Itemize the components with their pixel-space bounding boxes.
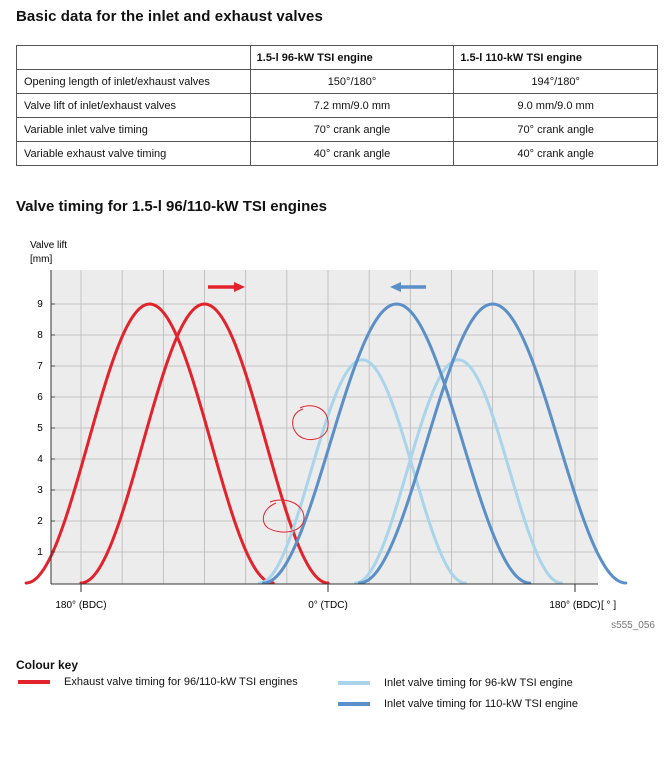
valve-timing-chart: Valve lift [mm] 123456789270°180° (BDC)0… [24,240,655,631]
key-label: Inlet valve timing for 96-kW TSI engine [384,677,573,689]
figure-id: s555_056 [611,620,655,631]
table-row: Variable inlet valve timing 70° crank an… [16,117,658,142]
y-tick-label: 8 [37,330,43,341]
x-tick-label: 180° (BDC) [549,600,600,611]
table-row: Opening length of inlet/exhaust valves 1… [16,69,658,94]
key-item-inlet-96: Inlet valve timing for 96-kW TSI engine [338,677,573,689]
table-row: Valve lift of inlet/exhaust valves 7.2 m… [16,93,658,118]
inlet-shift-arrow-head [390,282,401,292]
row-label: Variable inlet valve timing [16,117,251,142]
y-tick-label: 4 [37,454,43,465]
y-tick-label: 5 [37,423,43,434]
series-curve-3 [257,358,467,585]
cell-96kw: 70° crank angle [249,117,455,142]
table-header-110kw: 1.5-l 110-kW TSI engine [453,45,658,70]
cell-96kw: 150°/180° [249,69,455,94]
x-tick-label: 0° (TDC) [308,600,348,611]
row-label: Opening length of inlet/exhaust valves [16,69,251,94]
key-swatch-red [18,680,50,684]
cell-96kw: 40° crank angle [249,141,455,166]
series-curve-2 [79,302,330,585]
y-tick-label: 3 [37,485,43,496]
series-curve-1 [24,302,275,585]
chart-title: Valve timing for 1.5-l 96/110-kW TSI eng… [16,198,327,215]
table-header-96kw: 1.5-l 96-kW TSI engine [249,45,455,70]
cell-110kw: 194°/180° [453,69,658,94]
overlap-circle-lower [262,499,305,533]
key-label: Exhaust valve timing for 96/110-kW TSI e… [64,676,298,688]
key-swatch-blue [338,702,370,706]
cell-96kw: 7.2 mm/9.0 mm [249,93,455,118]
table-header-row: 1.5-l 96-kW TSI engine 1.5-l 110-kW TSI … [16,45,658,70]
x-axis-unit: [ ° ] [601,600,616,611]
key-item-exhaust: Exhaust valve timing for 96/110-kW TSI e… [18,676,298,688]
row-label: Valve lift of inlet/exhaust valves [16,93,251,118]
y-tick-label: 1 [37,547,43,558]
table-header-empty [16,45,251,70]
row-label: Variable exhaust valve timing [16,141,251,166]
y-axis-label-line2: [mm] [30,254,52,265]
table-title: Basic data for the inlet and exhaust val… [16,8,323,25]
exhaust-shift-arrow-head [234,282,245,292]
x-tick-label: 180° (BDC) [55,600,106,611]
y-tick-label: 9 [37,299,43,310]
cell-110kw: 70° crank angle [453,117,658,142]
series-curve-6 [358,302,628,585]
series-curve-5 [262,302,532,585]
colour-key-title: Colour key [16,658,79,672]
key-item-inlet-110: Inlet valve timing for 110-kW TSI engine [338,698,578,710]
y-tick-label: 2 [37,516,43,527]
table-row: Variable exhaust valve timing 40° crank … [16,141,658,166]
y-tick-label: 7 [37,361,43,372]
valve-data-table: 1.5-l 96-kW TSI engine 1.5-l 110-kW TSI … [16,45,658,166]
y-tick-label: 6 [37,392,43,403]
series-curve-4 [353,358,563,585]
cell-110kw: 9.0 mm/9.0 mm [453,93,658,118]
y-axis-label-line1: Valve lift [30,240,67,251]
cell-110kw: 40° crank angle [453,141,658,166]
key-swatch-light-blue [338,681,370,685]
key-label: Inlet valve timing for 110-kW TSI engine [384,698,579,710]
overlap-circle-upper [292,405,329,441]
